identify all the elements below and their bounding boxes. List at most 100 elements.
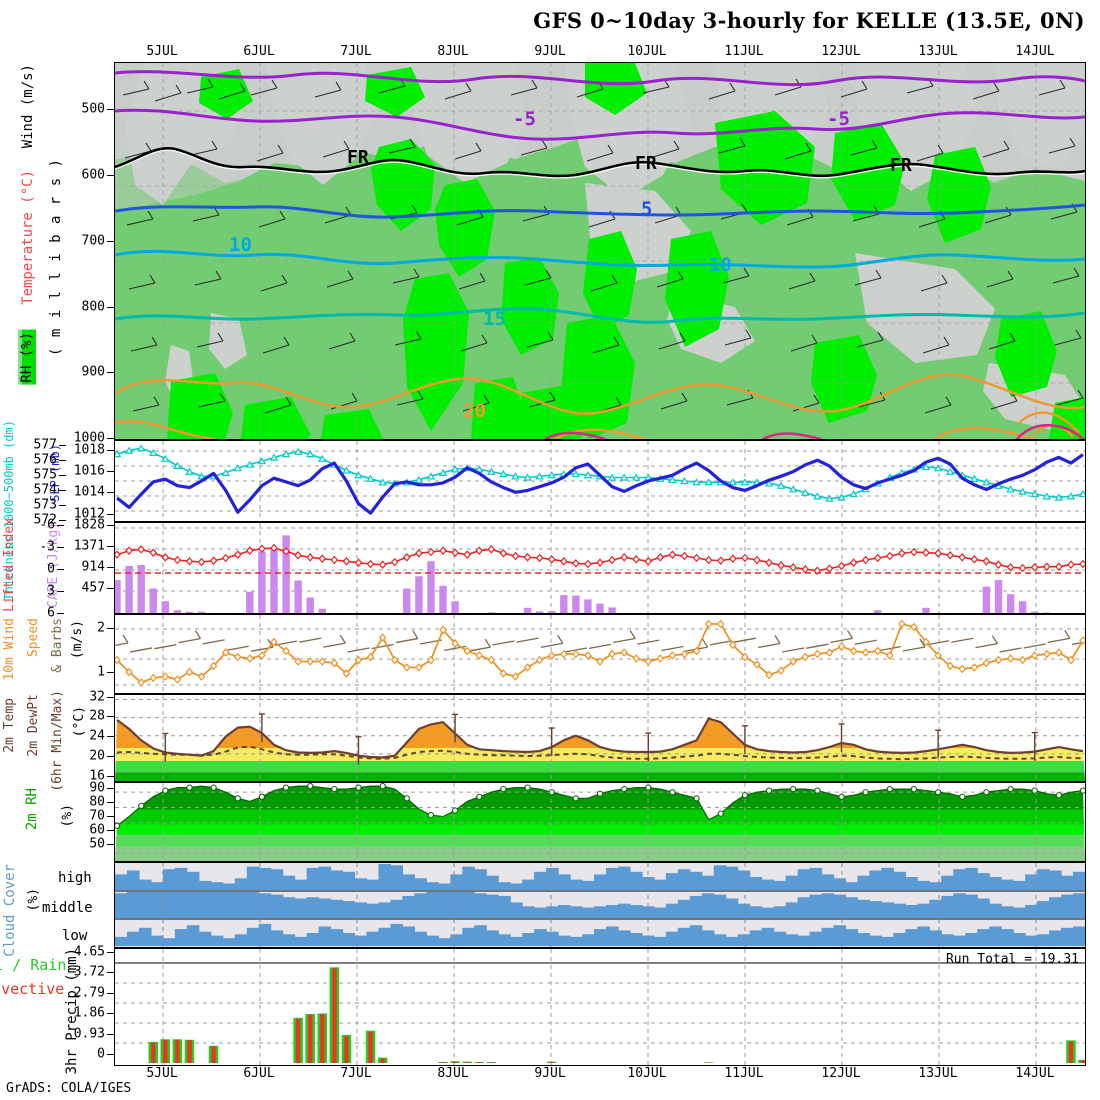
cloud-cover-bar — [210, 892, 224, 918]
date-tick-8jul: 8JUL — [437, 1066, 469, 1081]
cloud-cover-bar — [773, 906, 787, 918]
cloud-cover-bar — [713, 894, 727, 918]
date-axis-bottom: 5JUL 6JUL 7JUL 8JUL 9JUL 10JUL 11JUL 12JUL 13JUL… — [114, 1066, 1086, 1084]
cloud-cover-bar — [414, 878, 427, 890]
label-rh-unit: (%) — [60, 804, 75, 828]
cloud-cover-bar — [486, 875, 499, 890]
cloud-cover-bar — [953, 935, 966, 946]
cloud-cover-bar — [438, 892, 451, 918]
cloud-cover-bar — [737, 870, 751, 890]
svg-text:FR: FR — [890, 155, 912, 176]
cloud-cover-bar — [390, 899, 404, 918]
cloud-cover-bar — [558, 935, 571, 946]
label-barbs: & Barbs — [50, 618, 65, 673]
cloud-cover-bar — [677, 899, 691, 918]
cloud-cover-bar — [450, 934, 463, 946]
date-tick-6jul: 6JUL — [243, 44, 275, 59]
svg-text:20: 20 — [463, 400, 486, 422]
cloud-cover-bar — [785, 902, 799, 918]
cloud-axis-labels: Cloud Cover (%) high middle low — [0, 862, 114, 957]
cloud-cover-bar — [294, 898, 308, 918]
cloud-cover-bar — [893, 903, 906, 918]
cloud-cover-bar — [306, 933, 320, 946]
cloud-cover-bar — [617, 866, 631, 890]
cloud-cover-bar — [797, 935, 811, 946]
cloud-cover-bar — [725, 936, 739, 946]
cloud-cover-bar — [414, 931, 427, 946]
y-tick: 16 — [89, 768, 105, 784]
cloud-cover-bar — [977, 929, 990, 946]
cape-bar — [451, 601, 459, 613]
y-tick-mark — [107, 736, 114, 738]
cloud-cover-bar — [270, 894, 284, 918]
y-tick-mark — [59, 519, 66, 521]
cloud-cover-bar — [845, 929, 859, 946]
isotherm-20 — [115, 373, 1085, 415]
y-tick-mark — [107, 972, 114, 974]
cape-bar — [115, 580, 121, 613]
cloud-cover-bar — [1001, 879, 1014, 890]
precip-tick-axis: 4.65 3.72 2.79 1.86 0.93 0 — [62, 944, 114, 1066]
panel-10m-wind — [114, 614, 1086, 694]
cloud-cover-bar — [414, 893, 427, 918]
cloud-cover-bar — [761, 879, 775, 890]
isotherm--5 — [115, 108, 1085, 141]
cloud-cover-bar — [582, 880, 595, 890]
y-tick-mark — [57, 613, 64, 615]
svg-text:5: 5 — [641, 198, 652, 220]
cloud-row-label-high: high — [58, 870, 92, 886]
cloud-cover-bar — [294, 936, 308, 946]
cloud-cover-bar — [366, 931, 380, 946]
cloud-cover-bar — [534, 871, 547, 890]
cloud-cover-bar — [186, 892, 200, 918]
y-tick-mark — [107, 775, 114, 777]
thickness-tick-axis: 577 576 575 574 573 572 — [18, 437, 66, 527]
label-2m-temp: 2m Temp — [2, 698, 17, 753]
cloud-cover-bar — [845, 882, 859, 890]
cloud-cover-bar — [725, 866, 739, 890]
date-axis-top: 5JUL 6JUL 7JUL 8JUL 9JUL 10JUL 11JUL 12JUL 13JUL… — [114, 44, 1086, 60]
y-tick-mark — [107, 788, 114, 790]
cloud-cover-bar — [582, 934, 595, 946]
date-tick-5jul: 5JUL — [146, 1066, 178, 1081]
cloud-cover-bar — [1061, 927, 1074, 946]
y-tick: 0.93 — [73, 1026, 105, 1042]
y-tick-mark — [59, 444, 66, 446]
cloud-cover-bar — [761, 927, 775, 946]
cloud-cover-bar — [629, 871, 643, 890]
cloud-cover-bar — [833, 925, 847, 946]
cloud-cover-bar — [390, 923, 404, 946]
cloud-cover-bar — [953, 869, 966, 890]
y-tick-mark — [107, 830, 114, 832]
y-tick: 1828 — [73, 517, 105, 533]
cape-bar — [1043, 612, 1051, 613]
precip-convective-bar — [368, 1031, 373, 1063]
precip-convective-bar — [295, 1018, 301, 1063]
cloud-cover-bar — [486, 930, 499, 946]
cloud-cover-bar — [617, 930, 631, 946]
slp-line — [116, 453, 1084, 515]
label-precip-convective: Convective — [0, 980, 65, 998]
cloud-cover-bar — [198, 880, 212, 890]
cloud-cover-bar — [162, 938, 176, 946]
cloud-cover-bar — [977, 873, 990, 890]
cloud-cover-bar — [689, 871, 703, 890]
cloud-cover-bar — [210, 935, 224, 946]
y-tick: 1012 — [73, 506, 105, 522]
y-tick: 80 — [89, 794, 105, 810]
y-tick: 2.79 — [73, 985, 105, 1001]
y-tick-mark — [107, 471, 114, 473]
cloud-cover-bar — [713, 865, 727, 890]
cloud-cover-bar — [282, 897, 296, 918]
cloud-cover-bar — [126, 870, 140, 890]
cloud-cover-bar — [342, 933, 356, 946]
cloud-cover-bar — [737, 903, 751, 918]
cloud-cover-bar — [665, 903, 679, 918]
y-tick-mark — [107, 992, 114, 994]
y-tick: 0 — [97, 1046, 105, 1062]
cloud-cover-bar — [701, 893, 715, 918]
y-tick: 3.72 — [73, 964, 105, 980]
cloud-cover-bar — [115, 893, 128, 918]
cloud-cover-bar — [701, 875, 715, 890]
cloud-cover-bar — [893, 871, 906, 890]
